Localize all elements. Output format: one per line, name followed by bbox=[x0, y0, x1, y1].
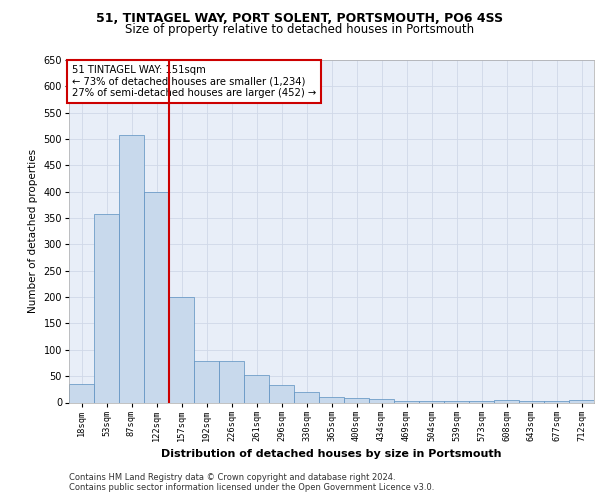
Text: Contains public sector information licensed under the Open Government Licence v3: Contains public sector information licen… bbox=[69, 482, 434, 492]
Bar bbox=[494, 400, 519, 402]
Bar bbox=[119, 136, 144, 402]
Text: Contains HM Land Registry data © Crown copyright and database right 2024.: Contains HM Land Registry data © Crown c… bbox=[69, 472, 395, 482]
Y-axis label: Number of detached properties: Number of detached properties bbox=[28, 149, 38, 314]
Bar bbox=[369, 399, 394, 402]
Bar bbox=[269, 385, 294, 402]
X-axis label: Distribution of detached houses by size in Portsmouth: Distribution of detached houses by size … bbox=[161, 450, 502, 460]
Bar bbox=[169, 297, 194, 403]
Bar bbox=[69, 384, 94, 402]
Bar bbox=[194, 362, 219, 403]
Bar bbox=[519, 401, 544, 402]
Bar bbox=[219, 362, 244, 403]
Bar bbox=[244, 375, 269, 402]
Bar bbox=[94, 214, 119, 402]
Bar bbox=[294, 392, 319, 402]
Bar bbox=[144, 192, 169, 402]
Bar bbox=[319, 396, 344, 402]
Text: 51 TINTAGEL WAY: 151sqm
← 73% of detached houses are smaller (1,234)
27% of semi: 51 TINTAGEL WAY: 151sqm ← 73% of detache… bbox=[71, 65, 316, 98]
Bar bbox=[394, 401, 419, 402]
Bar bbox=[544, 401, 569, 402]
Bar bbox=[569, 400, 594, 402]
Text: Size of property relative to detached houses in Portsmouth: Size of property relative to detached ho… bbox=[125, 22, 475, 36]
Bar bbox=[469, 401, 494, 402]
Bar bbox=[444, 401, 469, 402]
Bar bbox=[419, 401, 444, 402]
Text: 51, TINTAGEL WAY, PORT SOLENT, PORTSMOUTH, PO6 4SS: 51, TINTAGEL WAY, PORT SOLENT, PORTSMOUT… bbox=[97, 12, 503, 26]
Bar bbox=[344, 398, 369, 402]
